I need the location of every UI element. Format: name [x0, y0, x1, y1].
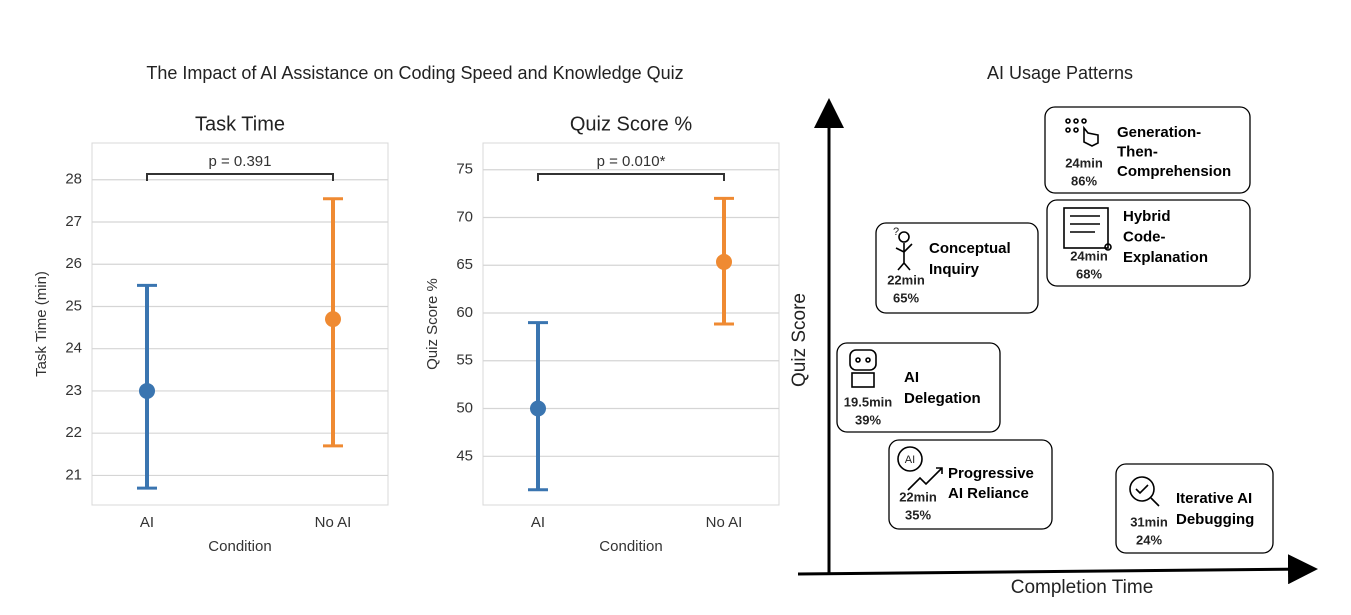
pattern-box [875, 222, 1039, 314]
pattern-time: 22min [887, 272, 925, 287]
svg-text:?: ? [893, 226, 899, 238]
significance-bracket [146, 173, 334, 181]
pattern-label: Code- [1123, 228, 1166, 245]
plot-frame [482, 142, 780, 506]
figure-title: The Impact of AI Assistance on Coding Sp… [146, 63, 683, 83]
x-tick-label: AI [140, 514, 154, 531]
pattern-time: 24min [1065, 155, 1103, 170]
svg-text:AI: AI [905, 454, 915, 466]
diagram-title: AI Usage Patterns [987, 63, 1133, 83]
icon-hybrid [1063, 207, 1112, 251]
pattern-label: Iterative AI [1176, 490, 1252, 507]
pattern-box [888, 439, 1053, 530]
y-axis-label: Quiz Score % [424, 278, 441, 370]
y-axis-label: Task Time (min) [33, 271, 50, 377]
pattern-score: 39% [855, 412, 881, 427]
pattern-label: Delegation [904, 390, 981, 407]
icon-progressive: AI [897, 446, 943, 491]
pattern-time: 31min [1130, 514, 1168, 529]
pattern-time: 19.5min [844, 394, 892, 409]
diagram-y-label: Quiz Score [789, 293, 810, 387]
y-tick-label: 23 [65, 382, 82, 399]
pattern-time: 24min [1070, 248, 1108, 263]
pattern-score: 24% [1136, 532, 1162, 547]
icon-delegation [849, 349, 877, 388]
icon-generation [1065, 118, 1099, 147]
pattern-label: AI [904, 369, 919, 386]
y-tick-label: 24 [65, 340, 82, 357]
pattern-label: Conceptual [929, 240, 1011, 257]
pattern-time: 22min [899, 489, 937, 504]
p-value: p = 0.391 [209, 153, 272, 170]
y-tick-label: 50 [456, 399, 473, 416]
pattern-box [1044, 106, 1251, 194]
y-tick-label: 70 [456, 208, 473, 225]
icon-conceptual: ? [893, 226, 913, 271]
y-tick-label: 25 [65, 297, 82, 314]
x-tick-label: No AI [706, 514, 743, 531]
x-axis-label: Condition [208, 538, 271, 555]
x-axis-label: Condition [599, 538, 662, 555]
pattern-label: Inquiry [929, 261, 980, 278]
pattern-score: 68% [1076, 266, 1102, 281]
pattern-label: Explanation [1123, 249, 1208, 266]
y-tick-label: 27 [65, 213, 82, 230]
pattern-box [1115, 463, 1274, 554]
pattern-box [836, 342, 1001, 433]
pattern-score: 35% [905, 507, 931, 522]
y-tick-label: 21 [65, 466, 82, 483]
pattern-label: AI Reliance [948, 485, 1029, 502]
pattern-box [1046, 199, 1251, 287]
mean-point [530, 400, 546, 417]
pattern-label: Progressive [948, 465, 1034, 482]
x-tick-label: No AI [315, 514, 352, 531]
significance-bracket [537, 173, 725, 181]
pattern-label: Comprehension [1117, 163, 1231, 180]
y-tick-label: 65 [456, 256, 473, 273]
y-tick-label: 45 [456, 447, 473, 464]
y-tick-label: 55 [456, 352, 473, 369]
pattern-score: 65% [893, 290, 919, 305]
plot-frame [91, 142, 389, 506]
y-tick-label: 75 [456, 161, 473, 178]
pattern-label: Debugging [1176, 511, 1254, 528]
y-tick-label: 28 [65, 171, 82, 188]
panel-title: Task Time [195, 113, 285, 135]
x-arrow [797, 554, 1318, 585]
p-value: p = 0.010* [597, 153, 666, 170]
mean-point [139, 382, 155, 399]
y-tick-label: 60 [456, 304, 473, 321]
pattern-score: 86% [1071, 173, 1097, 188]
icon-iterative [1129, 476, 1160, 507]
panel-title: Quiz Score % [570, 113, 692, 135]
pattern-label: Hybrid [1123, 208, 1171, 225]
icons: ? AI [849, 118, 1160, 507]
pattern-label: Then- [1117, 143, 1158, 160]
mean-point [325, 311, 341, 328]
pattern-label: Generation- [1117, 124, 1201, 141]
x-tick-label: AI [531, 514, 545, 531]
diagram-x-label: Completion Time [1011, 577, 1154, 598]
y-tick-label: 22 [65, 424, 82, 441]
mean-point [716, 253, 732, 270]
y-tick-label: 26 [65, 255, 82, 272]
